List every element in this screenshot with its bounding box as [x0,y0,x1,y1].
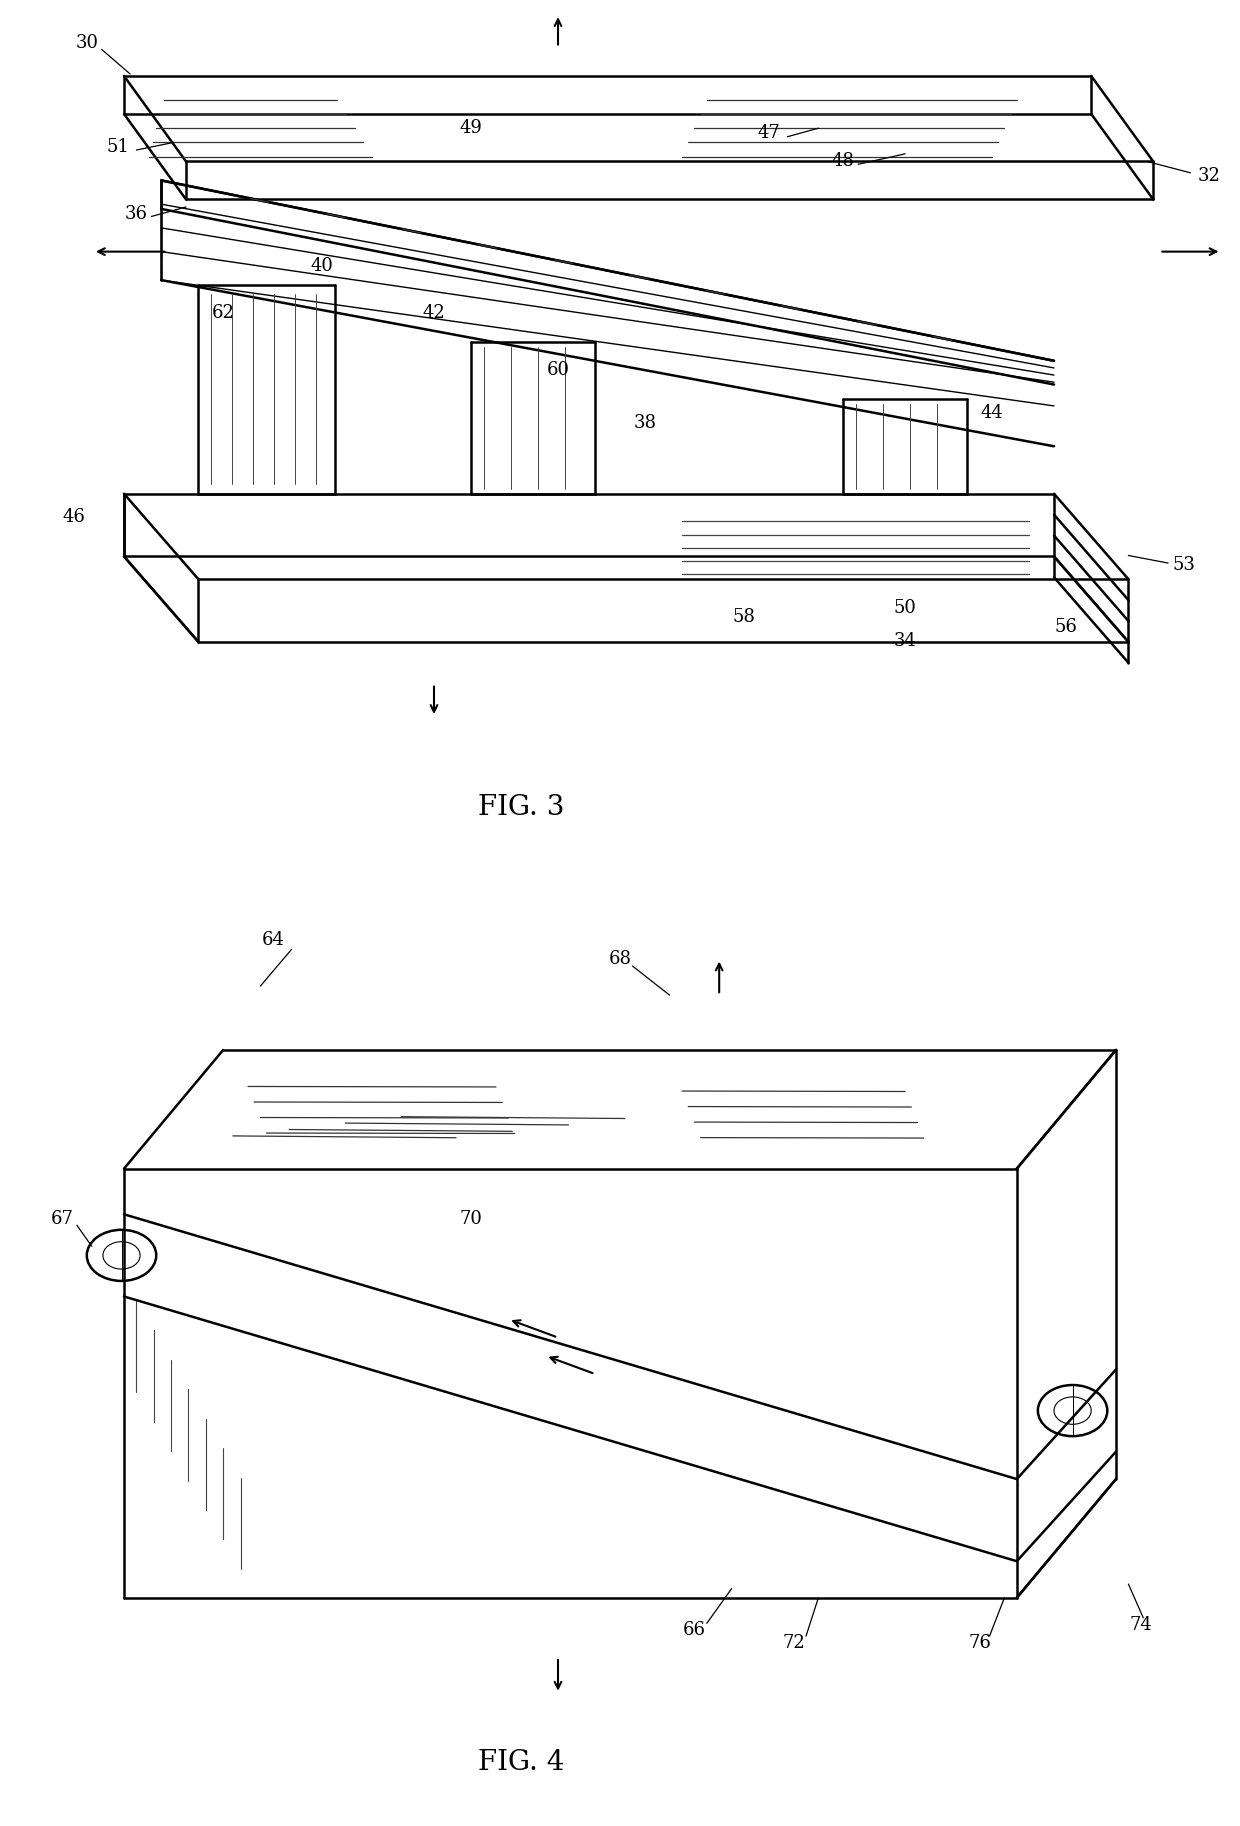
Text: 34: 34 [894,632,916,650]
Text: 30: 30 [76,33,98,51]
Text: 48: 48 [832,152,854,170]
Text: 50: 50 [894,599,916,617]
Text: 47: 47 [758,124,780,142]
Text: 46: 46 [63,508,86,526]
Text: 38: 38 [634,413,656,431]
Text: FIG. 3: FIG. 3 [477,794,564,820]
Text: 49: 49 [460,119,482,137]
Text: 56: 56 [1055,617,1078,635]
Text: 32: 32 [1198,166,1220,184]
Text: 40: 40 [311,257,334,276]
Text: 62: 62 [212,305,234,323]
Text: 74: 74 [1130,1616,1152,1634]
Text: 36: 36 [125,205,148,223]
Text: 68: 68 [609,950,631,968]
Text: 76: 76 [968,1634,991,1653]
Text: 70: 70 [460,1211,482,1227]
Text: 66: 66 [683,1621,706,1638]
Text: 58: 58 [733,608,755,626]
Text: 42: 42 [423,305,445,323]
Text: 51: 51 [107,139,129,157]
Text: 64: 64 [262,931,284,950]
Text: 60: 60 [547,362,569,380]
Text: 67: 67 [51,1211,73,1227]
Text: 72: 72 [782,1634,805,1653]
Text: 53: 53 [1173,555,1195,573]
Text: FIG. 4: FIG. 4 [477,1749,564,1775]
Text: 44: 44 [981,404,1003,422]
